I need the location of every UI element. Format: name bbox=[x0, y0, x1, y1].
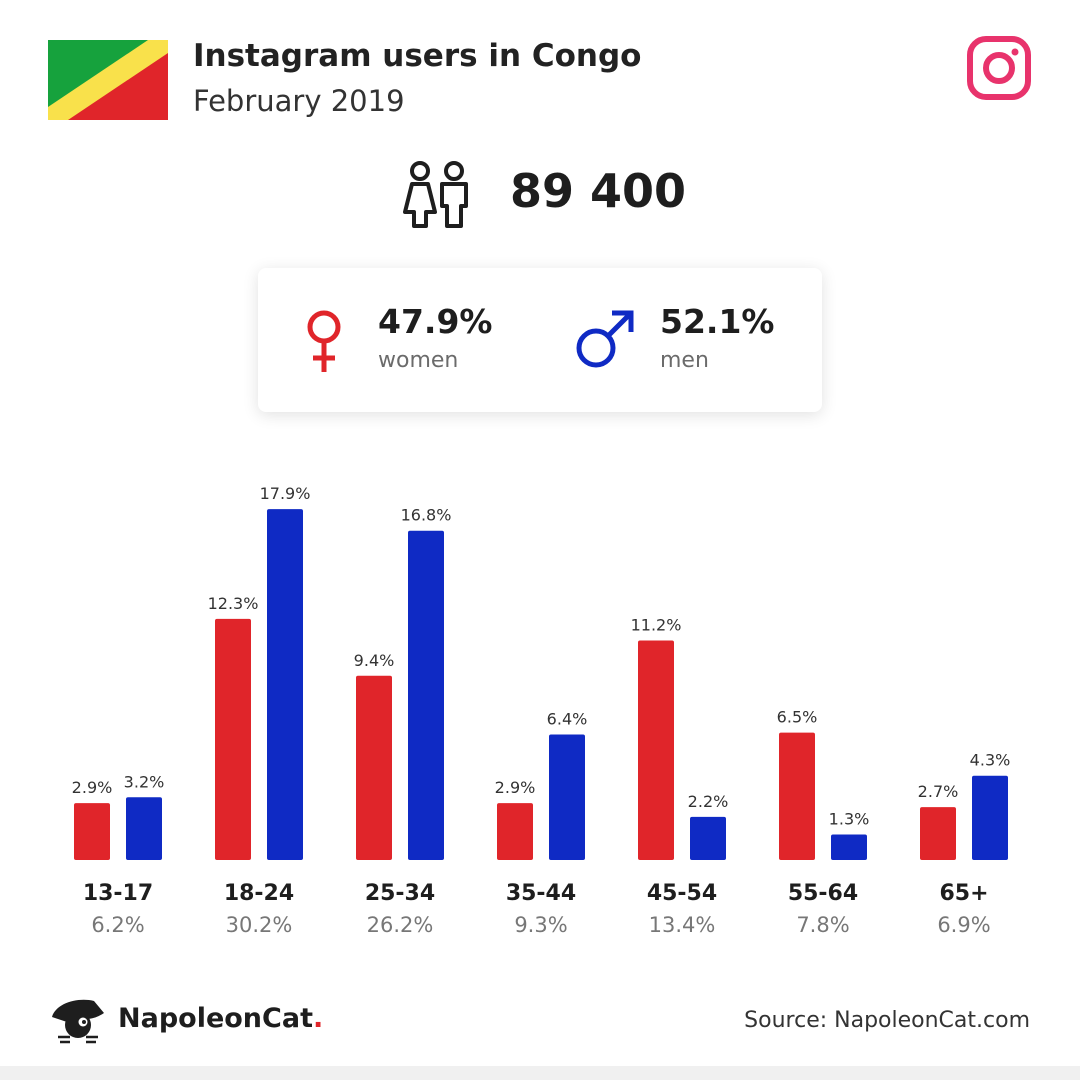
people-icon bbox=[403, 161, 468, 228]
data-label-men-13-17: 3.2% bbox=[124, 772, 165, 791]
bar-women-18-24 bbox=[215, 618, 251, 860]
data-label-men-45-54: 2.2% bbox=[688, 792, 729, 811]
men-label: men bbox=[660, 348, 709, 373]
bar-women-55-64 bbox=[779, 732, 815, 860]
data-label-women-18-24: 12.3% bbox=[208, 594, 259, 613]
category-total-35-44: 9.3% bbox=[514, 913, 567, 937]
page-title: Instagram users in Congo bbox=[193, 38, 642, 74]
male-symbol-icon bbox=[576, 310, 634, 368]
category-total-55-64: 7.8% bbox=[796, 913, 849, 937]
category-label-45-54: 45-54 bbox=[647, 881, 717, 906]
footer-bar bbox=[0, 1066, 1080, 1080]
bar-women-45-54 bbox=[638, 640, 674, 860]
data-label-women-65+: 2.7% bbox=[918, 782, 959, 801]
category-total-18-24: 30.2% bbox=[226, 913, 293, 937]
category-total-65+: 6.9% bbox=[937, 913, 990, 937]
bar-men-45-54 bbox=[690, 816, 726, 860]
data-label-women-55-64: 6.5% bbox=[777, 708, 818, 727]
bar-men-25-34 bbox=[408, 530, 444, 860]
brand-name-text: NapoleonCat bbox=[118, 1003, 313, 1034]
category-label-35-44: 35-44 bbox=[506, 881, 576, 906]
bar-men-65+ bbox=[972, 775, 1008, 860]
bar-women-35-44 bbox=[497, 803, 533, 860]
brand-dot: . bbox=[312, 1003, 324, 1034]
category-label-65+: 65+ bbox=[939, 881, 988, 906]
female-symbol-icon bbox=[307, 310, 341, 372]
total-users-value: 89 400 bbox=[510, 164, 687, 218]
category-label-18-24: 18-24 bbox=[224, 881, 294, 906]
gender-card: 47.9% women 52.1% men bbox=[258, 268, 822, 412]
data-label-men-25-34: 16.8% bbox=[401, 506, 452, 525]
category-label-25-34: 25-34 bbox=[365, 881, 435, 906]
bar-men-13-17 bbox=[126, 797, 162, 860]
data-label-women-25-34: 9.4% bbox=[354, 651, 395, 670]
source-text: Source: NapoleonCat.com bbox=[744, 1008, 1030, 1033]
data-label-women-13-17: 2.9% bbox=[72, 778, 113, 797]
men-percentage: 52.1% bbox=[660, 302, 775, 341]
data-label-women-35-44: 2.9% bbox=[495, 778, 536, 797]
data-label-men-35-44: 6.4% bbox=[547, 710, 588, 729]
bar-men-35-44 bbox=[549, 734, 585, 860]
category-total-45-54: 13.4% bbox=[649, 913, 716, 937]
category-label-13-17: 13-17 bbox=[83, 881, 153, 906]
brand-name: NapoleonCat. bbox=[118, 1003, 323, 1034]
instagram-icon bbox=[967, 36, 1031, 100]
women-percentage: 47.9% bbox=[378, 302, 493, 341]
category-label-55-64: 55-64 bbox=[788, 881, 858, 906]
women-label: women bbox=[378, 348, 459, 373]
data-label-men-55-64: 1.3% bbox=[829, 810, 870, 829]
bar-women-25-34 bbox=[356, 675, 392, 860]
bar-men-18-24 bbox=[267, 509, 303, 860]
category-total-25-34: 26.2% bbox=[367, 913, 434, 937]
age-gender-bar-chart: 2.9% 3.2% 13-17 6.2% 12.3% 17.9% 18-24 30.2% 9.4… bbox=[72, 484, 1011, 937]
congo-flag-icon bbox=[48, 40, 168, 120]
data-label-men-65+: 4.3% bbox=[970, 751, 1011, 770]
category-total-13-17: 6.2% bbox=[91, 913, 144, 937]
bar-women-65+ bbox=[920, 807, 956, 860]
page-subtitle: February 2019 bbox=[193, 84, 405, 118]
napoleoncat-logo-icon bbox=[52, 999, 104, 1044]
bar-women-13-17 bbox=[74, 803, 110, 860]
data-label-men-18-24: 17.9% bbox=[260, 484, 311, 503]
data-label-women-45-54: 11.2% bbox=[631, 615, 682, 634]
bar-men-55-64 bbox=[831, 834, 867, 860]
